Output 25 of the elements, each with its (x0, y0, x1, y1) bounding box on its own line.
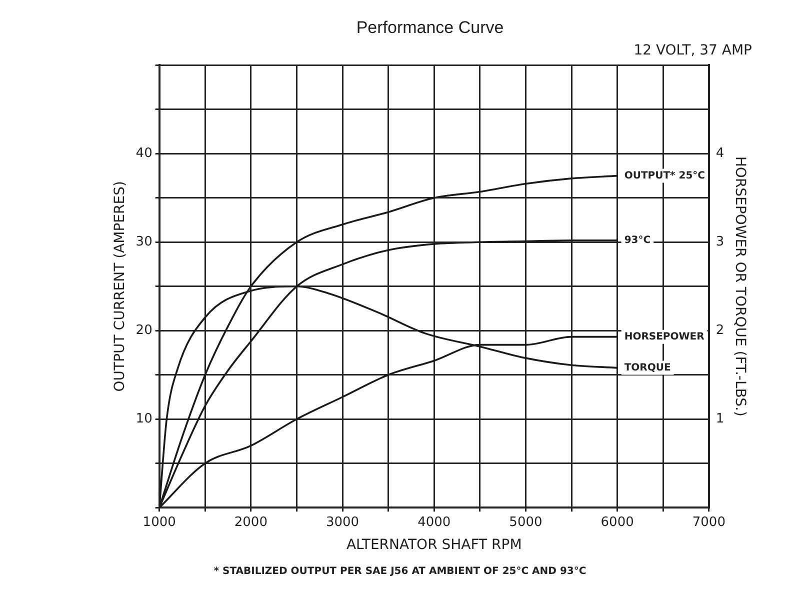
series-label: HORSEPOWER (624, 331, 705, 342)
y2-tick-label: 1 (716, 411, 724, 426)
x-tick-label: 5000 (509, 514, 542, 530)
y2-tick-label: 4 (716, 146, 724, 162)
chart-subtitle: 12 VOLT, 37 AMP (634, 42, 752, 58)
text: * STABILIZED OUTPUT PER SAE J56 AT AMBIENT OF 25°C AND 93°C (214, 566, 586, 577)
y-tick-label: 40 (136, 146, 152, 162)
y-tick-label: 20 (136, 323, 152, 338)
x-axis-title: ALTERNATOR SHAFT RPM (346, 537, 522, 554)
x-tick-label: 3000 (326, 514, 360, 530)
series-label: 93°C (624, 234, 651, 246)
x-tick-label: 4000 (418, 514, 451, 530)
chart-title: Performance Curve (356, 18, 504, 37)
x-tick-label: 1000 (142, 514, 176, 530)
y2-tick-label: 3 (716, 234, 724, 250)
y-tick-label: 30 (136, 234, 152, 250)
x-tick-label: 6000 (600, 514, 634, 530)
y2-tick-label: 2 (716, 323, 724, 338)
y-axis-title: OUTPUT CURRENT (AMPERES) (112, 181, 128, 392)
y-tick-label: 10 (136, 411, 152, 426)
series-label: TORQUE (624, 362, 671, 374)
series-label: OUTPUT* 25°C (624, 170, 706, 182)
x-tick-label: 7000 (692, 514, 726, 530)
y2-axis-title: HORSEPOWER OR TORQUE (FT.-LBS.) (732, 156, 748, 416)
x-tick-label: 2000 (234, 514, 268, 530)
